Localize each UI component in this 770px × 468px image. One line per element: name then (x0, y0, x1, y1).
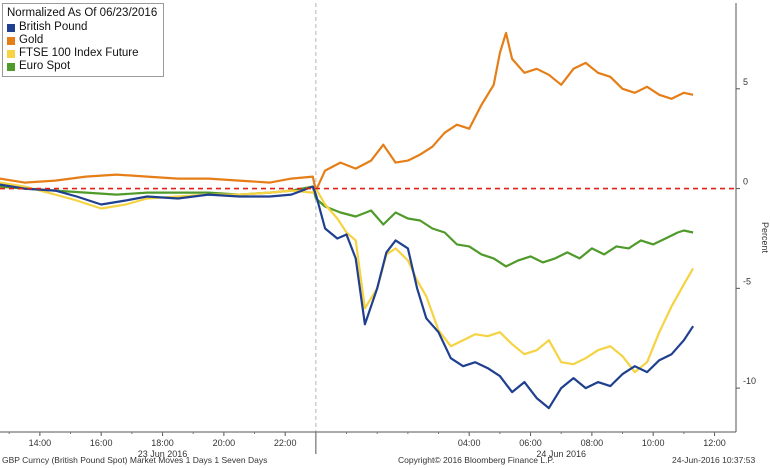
x-tick-label: 04:00 (458, 438, 481, 448)
x-tick-label: 06:00 (519, 438, 542, 448)
legend-label: Gold (19, 34, 44, 46)
legend-item-euro: Euro Spot (7, 60, 157, 73)
x-date-label: 24 Jun 2016 (536, 449, 586, 459)
legend-label: FTSE 100 Index Future (19, 47, 139, 59)
footer-left: GBP Curncy (British Pound Spot) Market M… (2, 455, 268, 465)
legend-label: British Pound (19, 21, 88, 33)
x-date-label: 23 Jun 2016 (138, 449, 188, 459)
footer-right: 24-Jun-2016 10:37:53 (672, 455, 756, 465)
legend-swatch (7, 36, 15, 45)
legend-item-gold: Gold (7, 34, 157, 47)
x-tick-label: 18:00 (151, 438, 174, 448)
legend-swatch (7, 49, 15, 58)
legend-swatch (7, 23, 15, 32)
x-tick-label: 16:00 (90, 438, 113, 448)
x-tick-label: 20:00 (213, 438, 236, 448)
x-tick-label: 22:00 (274, 438, 297, 448)
x-tick-label: 10:00 (642, 438, 665, 448)
chart-title: Normalized As Of 06/23/2016 (7, 7, 158, 19)
x-tick-label: 12:00 (703, 438, 726, 448)
footer-center: Copyright© 2016 Bloomberg Finance L.P. (398, 455, 555, 465)
y-tick-label: 0 (743, 177, 748, 187)
legend-swatch (7, 62, 15, 71)
y-axis-title: Percent (760, 222, 770, 254)
series-line-british-pound (0, 183, 695, 410)
y-tick-label: 5 (743, 77, 748, 87)
y-tick-label: -10 (743, 376, 756, 386)
series-line-euro-spot (0, 185, 694, 268)
series-line-ftse-100-index-future (0, 181, 695, 374)
legend-item-ftse: FTSE 100 Index Future (7, 47, 157, 60)
x-tick-label: 14:00 (29, 438, 52, 448)
legend-label: Euro Spot (19, 60, 71, 72)
legend: Normalized As Of 06/23/2016 British Poun… (2, 3, 165, 77)
series-line-gold (0, 31, 694, 192)
x-tick-label: 08:00 (581, 438, 604, 448)
y-tick-label: -5 (743, 276, 751, 286)
legend-item-british-pound: British Pound (7, 21, 157, 34)
